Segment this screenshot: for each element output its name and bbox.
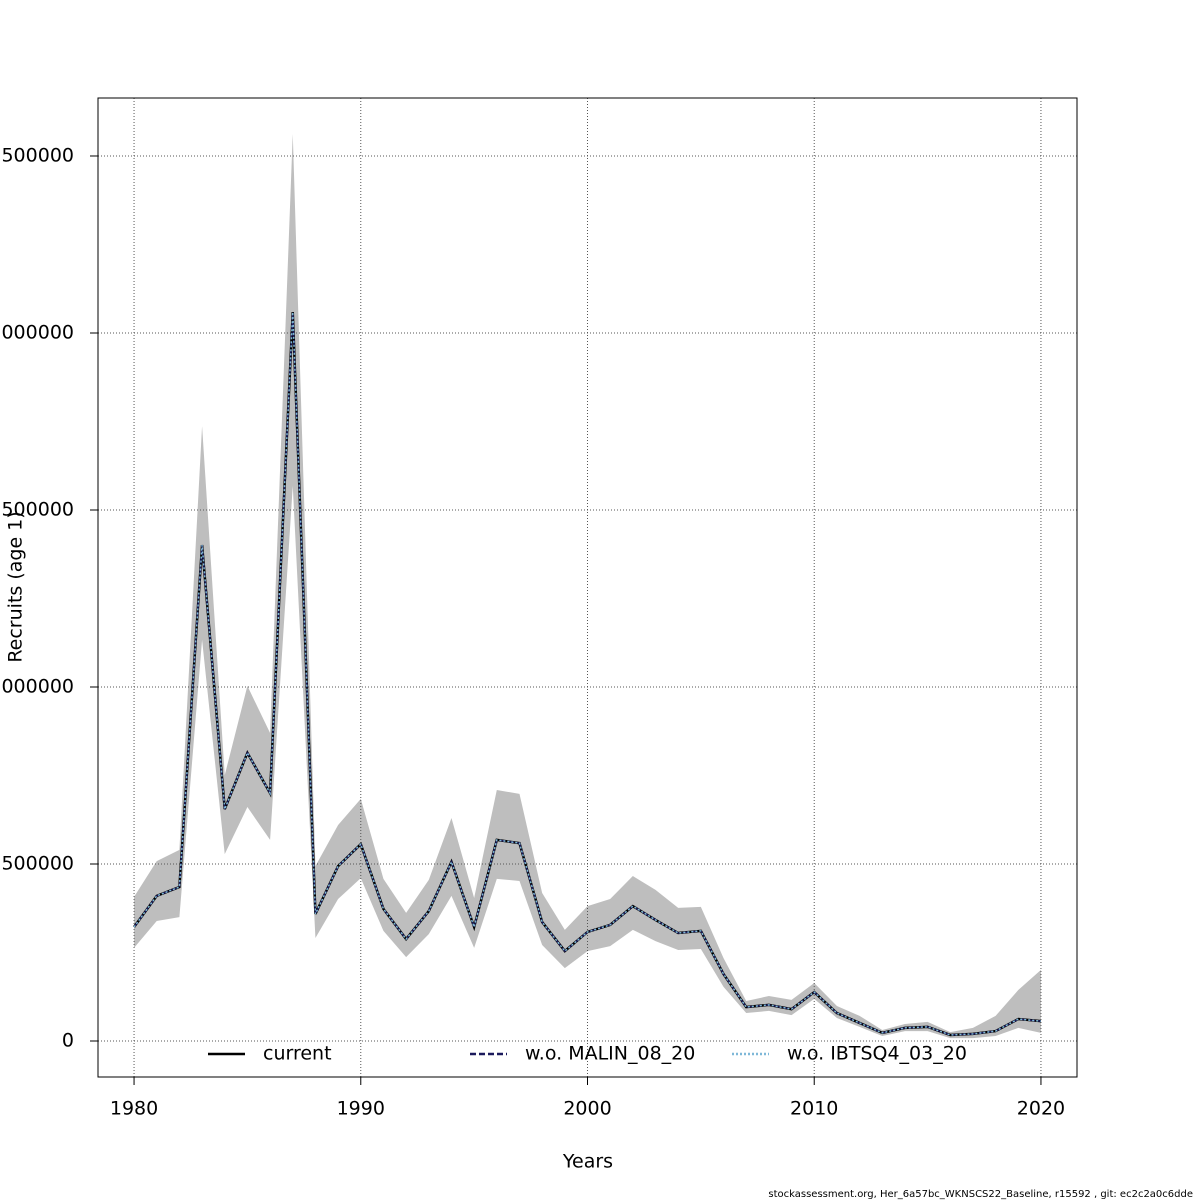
plot-frame bbox=[97, 97, 1078, 1078]
y-axis-label: Recruits (age 1) bbox=[5, 511, 27, 662]
x-tick-label: 1990 bbox=[337, 1098, 385, 1120]
y-tick-label: 0 bbox=[62, 1029, 74, 1051]
legend-label: current bbox=[263, 1043, 332, 1065]
y-tick-label: 500000 bbox=[1, 852, 74, 874]
x-tick-label: 1980 bbox=[110, 1098, 158, 1120]
x-tick-label: 2010 bbox=[790, 1098, 838, 1120]
y-tick-label: 1500000 bbox=[0, 498, 74, 520]
y-tick-label: 2500000 bbox=[0, 144, 74, 166]
x-tick-label: 2000 bbox=[563, 1098, 611, 1120]
series-line bbox=[133, 312, 1042, 1036]
series-line bbox=[133, 312, 1042, 1036]
y-tick-label: 1000000 bbox=[0, 675, 74, 697]
x-axis-label: Years bbox=[562, 1151, 613, 1173]
legend-label: w.o. IBTSQ4_03_20 bbox=[787, 1043, 967, 1065]
x-tick-label: 2020 bbox=[1017, 1098, 1065, 1120]
footer: stockassessment.org, Her_6a57bc_WKNSCS22… bbox=[768, 1189, 1193, 1200]
legend-label: w.o. MALIN_08_20 bbox=[525, 1043, 695, 1065]
y-tick-label: 2000000 bbox=[0, 321, 74, 343]
